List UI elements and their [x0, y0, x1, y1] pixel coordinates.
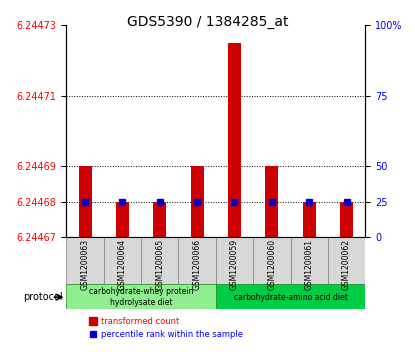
Bar	[228, 43, 241, 237]
FancyBboxPatch shape	[178, 237, 216, 284]
Bar	[340, 201, 353, 237]
Bar	[153, 201, 166, 237]
Text: GSM1200062: GSM1200062	[342, 239, 351, 290]
FancyBboxPatch shape	[66, 237, 104, 284]
Text: GSM1200060: GSM1200060	[267, 239, 276, 290]
Text: GDS5390 / 1384285_at: GDS5390 / 1384285_at	[127, 15, 288, 29]
Text: GSM1200063: GSM1200063	[81, 239, 90, 290]
FancyBboxPatch shape	[290, 237, 328, 284]
Text: GSM1200059: GSM1200059	[230, 239, 239, 290]
Bar	[78, 166, 92, 237]
Bar	[190, 166, 204, 237]
Text: GSM1200061: GSM1200061	[305, 239, 314, 290]
FancyBboxPatch shape	[141, 237, 178, 284]
FancyBboxPatch shape	[216, 237, 253, 284]
FancyBboxPatch shape	[216, 284, 365, 310]
FancyBboxPatch shape	[104, 237, 141, 284]
Text: GSM1200065: GSM1200065	[155, 239, 164, 290]
Text: GSM1200064: GSM1200064	[118, 239, 127, 290]
FancyBboxPatch shape	[66, 284, 216, 310]
Bar	[116, 201, 129, 237]
FancyBboxPatch shape	[253, 237, 290, 284]
Text: carbohydrate-amino acid diet: carbohydrate-amino acid diet	[234, 293, 347, 302]
Legend: transformed count, percentile rank within the sample: transformed count, percentile rank withi…	[85, 314, 247, 343]
Text: carbohydrate-whey protein
hydrolysate diet: carbohydrate-whey protein hydrolysate di…	[89, 287, 193, 307]
Bar	[265, 166, 278, 237]
Text: GSM1200066: GSM1200066	[193, 239, 202, 290]
Bar	[303, 201, 316, 237]
Text: protocol: protocol	[23, 292, 63, 302]
FancyBboxPatch shape	[328, 237, 365, 284]
